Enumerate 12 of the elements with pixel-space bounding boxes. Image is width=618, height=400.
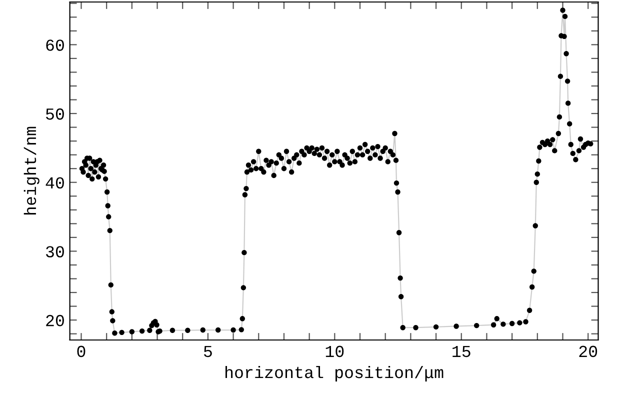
- x-tick-label: 0: [77, 346, 86, 358]
- x-tick-label: 15: [452, 346, 470, 358]
- y-tick-label: 40: [46, 177, 64, 189]
- y-tick-label: 50: [46, 108, 64, 120]
- y-tick-label: 30: [46, 246, 64, 258]
- x-axis-title: horizontal position/μm: [226, 366, 444, 382]
- y-tick-label: 20: [46, 314, 64, 326]
- x-tick-label: 20: [579, 346, 598, 358]
- y-tick-label: 60: [46, 40, 64, 51]
- x-tick-label: 10: [326, 346, 344, 358]
- x-tick-label: 5: [204, 346, 212, 358]
- y-axis-title: height/nm: [24, 126, 40, 215]
